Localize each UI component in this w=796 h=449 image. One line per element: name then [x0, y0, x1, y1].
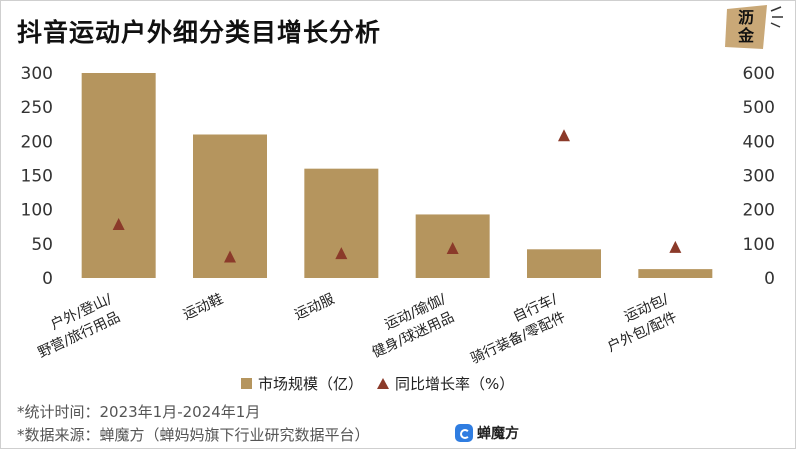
- y-right-tick-label: 0: [764, 269, 775, 289]
- brand-name: 蝉魔方: [477, 426, 519, 442]
- x-category-label: 运动鞋: [181, 291, 226, 323]
- bar: [638, 269, 713, 278]
- growth-marker: [446, 241, 459, 254]
- leaf-logo-icon: [725, 5, 783, 49]
- legend-bar-swatch: [241, 378, 252, 389]
- y-left-tick-label: 150: [21, 167, 53, 187]
- y-right-tick-label: 400: [743, 132, 775, 152]
- bar: [304, 168, 379, 278]
- y-left-tick-label: 300: [21, 64, 53, 84]
- chanmofang-logo-icon: [455, 424, 473, 442]
- y-left-tick-label: 0: [42, 269, 53, 289]
- bar: [81, 73, 156, 278]
- growth-marker: [112, 218, 125, 231]
- y-right-tick-label: 200: [743, 201, 775, 221]
- chart-title: 抖音运动户外细分类目增长分析: [17, 18, 382, 47]
- footnote-stat-time: *统计时间：2023年1月-2024年1月: [17, 403, 261, 421]
- footnote-source: *数据来源：蝉魔方（蝉妈妈旗下行业研究数据平台）: [17, 426, 370, 444]
- legend-item-growth-rate: 同比增长率（%）: [377, 373, 514, 394]
- legend-marker-label: 同比增长率（%）: [395, 375, 515, 393]
- legend-item-market-size: 市场规模（亿）: [241, 373, 363, 394]
- growth-marker: [335, 247, 348, 260]
- y-left-tick-label: 250: [21, 98, 53, 118]
- bar: [527, 249, 601, 278]
- y-left-tick-label: 100: [21, 201, 53, 221]
- chart-plot: 0501001502002503000100200300400500600户外/…: [21, 64, 775, 367]
- brand-badge: 蝉魔方: [455, 423, 519, 443]
- growth-marker: [669, 240, 682, 253]
- y-left-tick-label: 50: [31, 235, 53, 255]
- y-left-tick-label: 200: [21, 132, 53, 152]
- logo-text: 沥金: [737, 8, 754, 45]
- y-right-tick-label: 300: [743, 167, 775, 187]
- legend-bar-label: 市场规模（亿）: [258, 375, 364, 393]
- y-right-tick-label: 600: [743, 64, 775, 84]
- growth-marker: [558, 129, 570, 142]
- legend-triangle-icon: [377, 378, 390, 389]
- x-category-label: 运动服: [292, 291, 337, 323]
- y-right-tick-label: 500: [743, 98, 775, 118]
- y-right-tick-label: 100: [743, 235, 775, 255]
- legend: 市场规模（亿） 同比增长率（%）: [241, 373, 528, 394]
- growth-marker: [224, 250, 236, 263]
